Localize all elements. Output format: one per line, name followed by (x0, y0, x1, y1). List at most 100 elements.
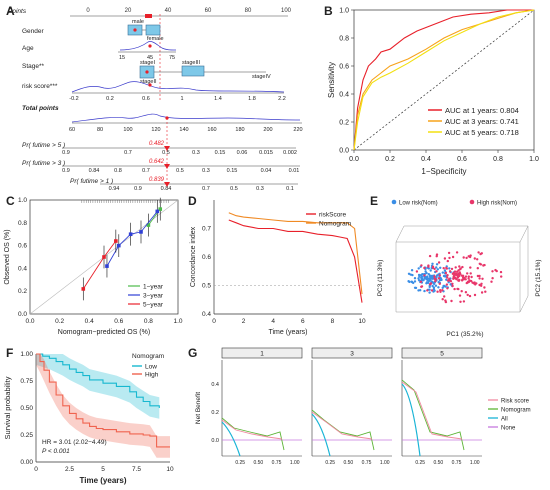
legend-label: AUC at 1 years: 0.804 (445, 106, 519, 115)
high-risk-point (453, 270, 457, 273)
low-risk-point (426, 275, 429, 278)
x-tick-label: 0.50 (343, 460, 353, 466)
p3-tick: 0.04 (261, 168, 272, 174)
y-tick-label: 0.0 (339, 148, 349, 155)
x-tick-label: 0.2 (55, 318, 64, 325)
p1-tick: 0.84 (161, 186, 172, 192)
legend-label: 5−year (143, 302, 164, 309)
high-risk-point (480, 291, 484, 294)
legend-label: AUC at 5 years: 0.718 (445, 128, 519, 137)
high-risk-point (478, 262, 481, 265)
stage-cat: stageIII (182, 60, 201, 66)
y-axis-label: Concordance index (190, 226, 197, 287)
points-tick: 20 (125, 8, 132, 14)
legend-label: Low (145, 364, 157, 371)
high-risk-point (451, 255, 455, 259)
p5-tick: 0.002 (283, 150, 297, 156)
stage-cat: stageII (140, 79, 157, 85)
panel-label-g: G (188, 346, 198, 360)
low-risk-point (428, 291, 431, 294)
y-tick-label: 0.2 (18, 288, 27, 295)
x-tick-label: 0.6 (114, 318, 123, 325)
high-risk-point (464, 275, 468, 278)
high-risk-point (456, 270, 459, 273)
calibration-point (155, 209, 160, 214)
age-row: 15 45 75 (118, 41, 177, 61)
p5-tick: 0.5 (162, 150, 170, 156)
low-risk-point (429, 276, 432, 279)
high-risk-point (483, 286, 486, 289)
high-risk-point (420, 285, 423, 288)
nomogram-label-gender: Gender (22, 28, 45, 35)
high-risk-point (467, 275, 470, 278)
panel-label-e: E (370, 194, 379, 208)
stage-row: stageI stageII stageIII stageIV (139, 60, 271, 85)
total-points-row: 60 80 100 120 140 160 180 200 220 (69, 113, 303, 186)
box-edge (395, 225, 405, 243)
high-risk-point (444, 271, 448, 275)
high-risk-point (450, 267, 454, 271)
prob-markers (164, 146, 170, 187)
low-risk-point (435, 266, 438, 269)
low-risk-point (418, 275, 421, 278)
high-risk-point (499, 270, 503, 274)
x-tick-label: 5 (101, 466, 105, 473)
high-risk-point (470, 279, 473, 283)
legend-label: 1−year (143, 284, 164, 291)
x-tick-label: 0.4 (421, 156, 431, 163)
high-risk-point (447, 251, 451, 255)
points-tick: 60 (205, 8, 212, 14)
high-risk-point (491, 277, 494, 280)
risk-tick: 1 (180, 96, 183, 102)
high-risk-point (462, 278, 466, 281)
high-risk-point (451, 282, 454, 285)
low-risk-point (410, 280, 414, 284)
x-tick-label: 0.0 (25, 318, 34, 325)
roc-series-line (353, 9, 535, 151)
x-tick-label: 1.0 (529, 156, 539, 163)
legend-label: riskScore (319, 212, 346, 219)
high-risk-point (434, 280, 437, 283)
x-tick-label: 0.25 (415, 460, 425, 466)
high-risk-point (458, 265, 461, 268)
x-tick-label: 0.6 (457, 156, 467, 163)
high-risk-point (457, 287, 460, 291)
x-tick-label: 0.25 (325, 460, 335, 466)
calibration-point (117, 243, 121, 248)
calibration-chart: 0.00.0 0.2 0.2 0.4 0.4 0.6 0.6 0.8 0.8 1.0 1.0 Nomo… (4, 197, 183, 336)
y-axis-label: Survival probability (3, 376, 12, 439)
nomogram-line (401, 379, 465, 451)
high-risk-point (473, 257, 476, 260)
high-risk-point (423, 266, 426, 270)
high-risk-point (484, 290, 487, 293)
high-risk-point (476, 267, 479, 270)
low-risk-point (421, 273, 424, 276)
low-risk-point (443, 269, 447, 272)
high-risk-point (459, 300, 462, 303)
p-value: P < 0.001 (42, 448, 70, 455)
stage-cat: stageIV (252, 74, 271, 80)
risk-tick: 0.6 (142, 96, 150, 102)
nomogram-label-risk: risk score*** (22, 83, 58, 90)
high-risk-point (426, 289, 429, 292)
panel-label-d: D (188, 194, 197, 208)
points-tick: 0 (86, 8, 90, 14)
y-tick-label: 0.6 (339, 64, 349, 71)
high-risk-point (473, 293, 477, 297)
p3-tick: 0.7 (142, 168, 150, 174)
p5-tick: 0.15 (215, 150, 226, 156)
nomogram-label-points: Points (8, 8, 27, 15)
total-tick: 100 (123, 127, 132, 133)
high-risk-point (450, 299, 453, 303)
survival-curve (36, 353, 170, 448)
high-risk-point (445, 266, 448, 270)
y-tick-label: 0.8 (339, 36, 349, 43)
low-risk-point (413, 280, 417, 283)
calibration-point (81, 287, 86, 291)
confidence-band (36, 354, 160, 419)
high-risk-point (481, 277, 484, 280)
y-tick-label: 0.5 (202, 283, 211, 290)
nomogram-label-stage: Stage** (22, 63, 45, 70)
risk-score-line (311, 411, 373, 440)
high-risk-point (477, 251, 480, 254)
